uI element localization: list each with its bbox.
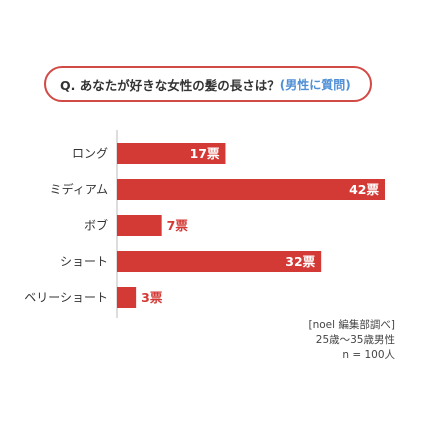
category-label: ベリーショート (24, 291, 108, 305)
question-subtext: (男性に質問) (279, 77, 351, 92)
category-label: ショート (60, 255, 108, 269)
category-label: ロング (72, 147, 108, 161)
bar (117, 215, 162, 236)
value-label: 32票 (285, 254, 315, 269)
sample-size-label: n = 100人 (342, 349, 395, 361)
value-label: 7票 (167, 218, 189, 233)
demographic-label: 25歳〜35歳男性 (315, 334, 395, 346)
source-label: [noel 編集部調べ] (308, 319, 396, 331)
bar (117, 287, 137, 308)
bar (117, 143, 226, 164)
source-notes: [noel 編集部調べ] 25歳〜35歳男性 n = 100人 (250, 318, 396, 363)
value-label: 17票 (190, 146, 220, 161)
value-label: 3票 (141, 290, 163, 305)
category-label: ボブ (84, 218, 108, 233)
bar (117, 179, 385, 200)
value-label: 42票 (349, 182, 379, 197)
question-box: Q. あなたが好きな女性の髪の長さは？ (男性に質問) (44, 66, 372, 102)
category-label: ミディアム (50, 182, 108, 197)
bar (117, 251, 322, 272)
question-text: Q. あなたが好きな女性の髪の長さは？ (60, 77, 280, 93)
